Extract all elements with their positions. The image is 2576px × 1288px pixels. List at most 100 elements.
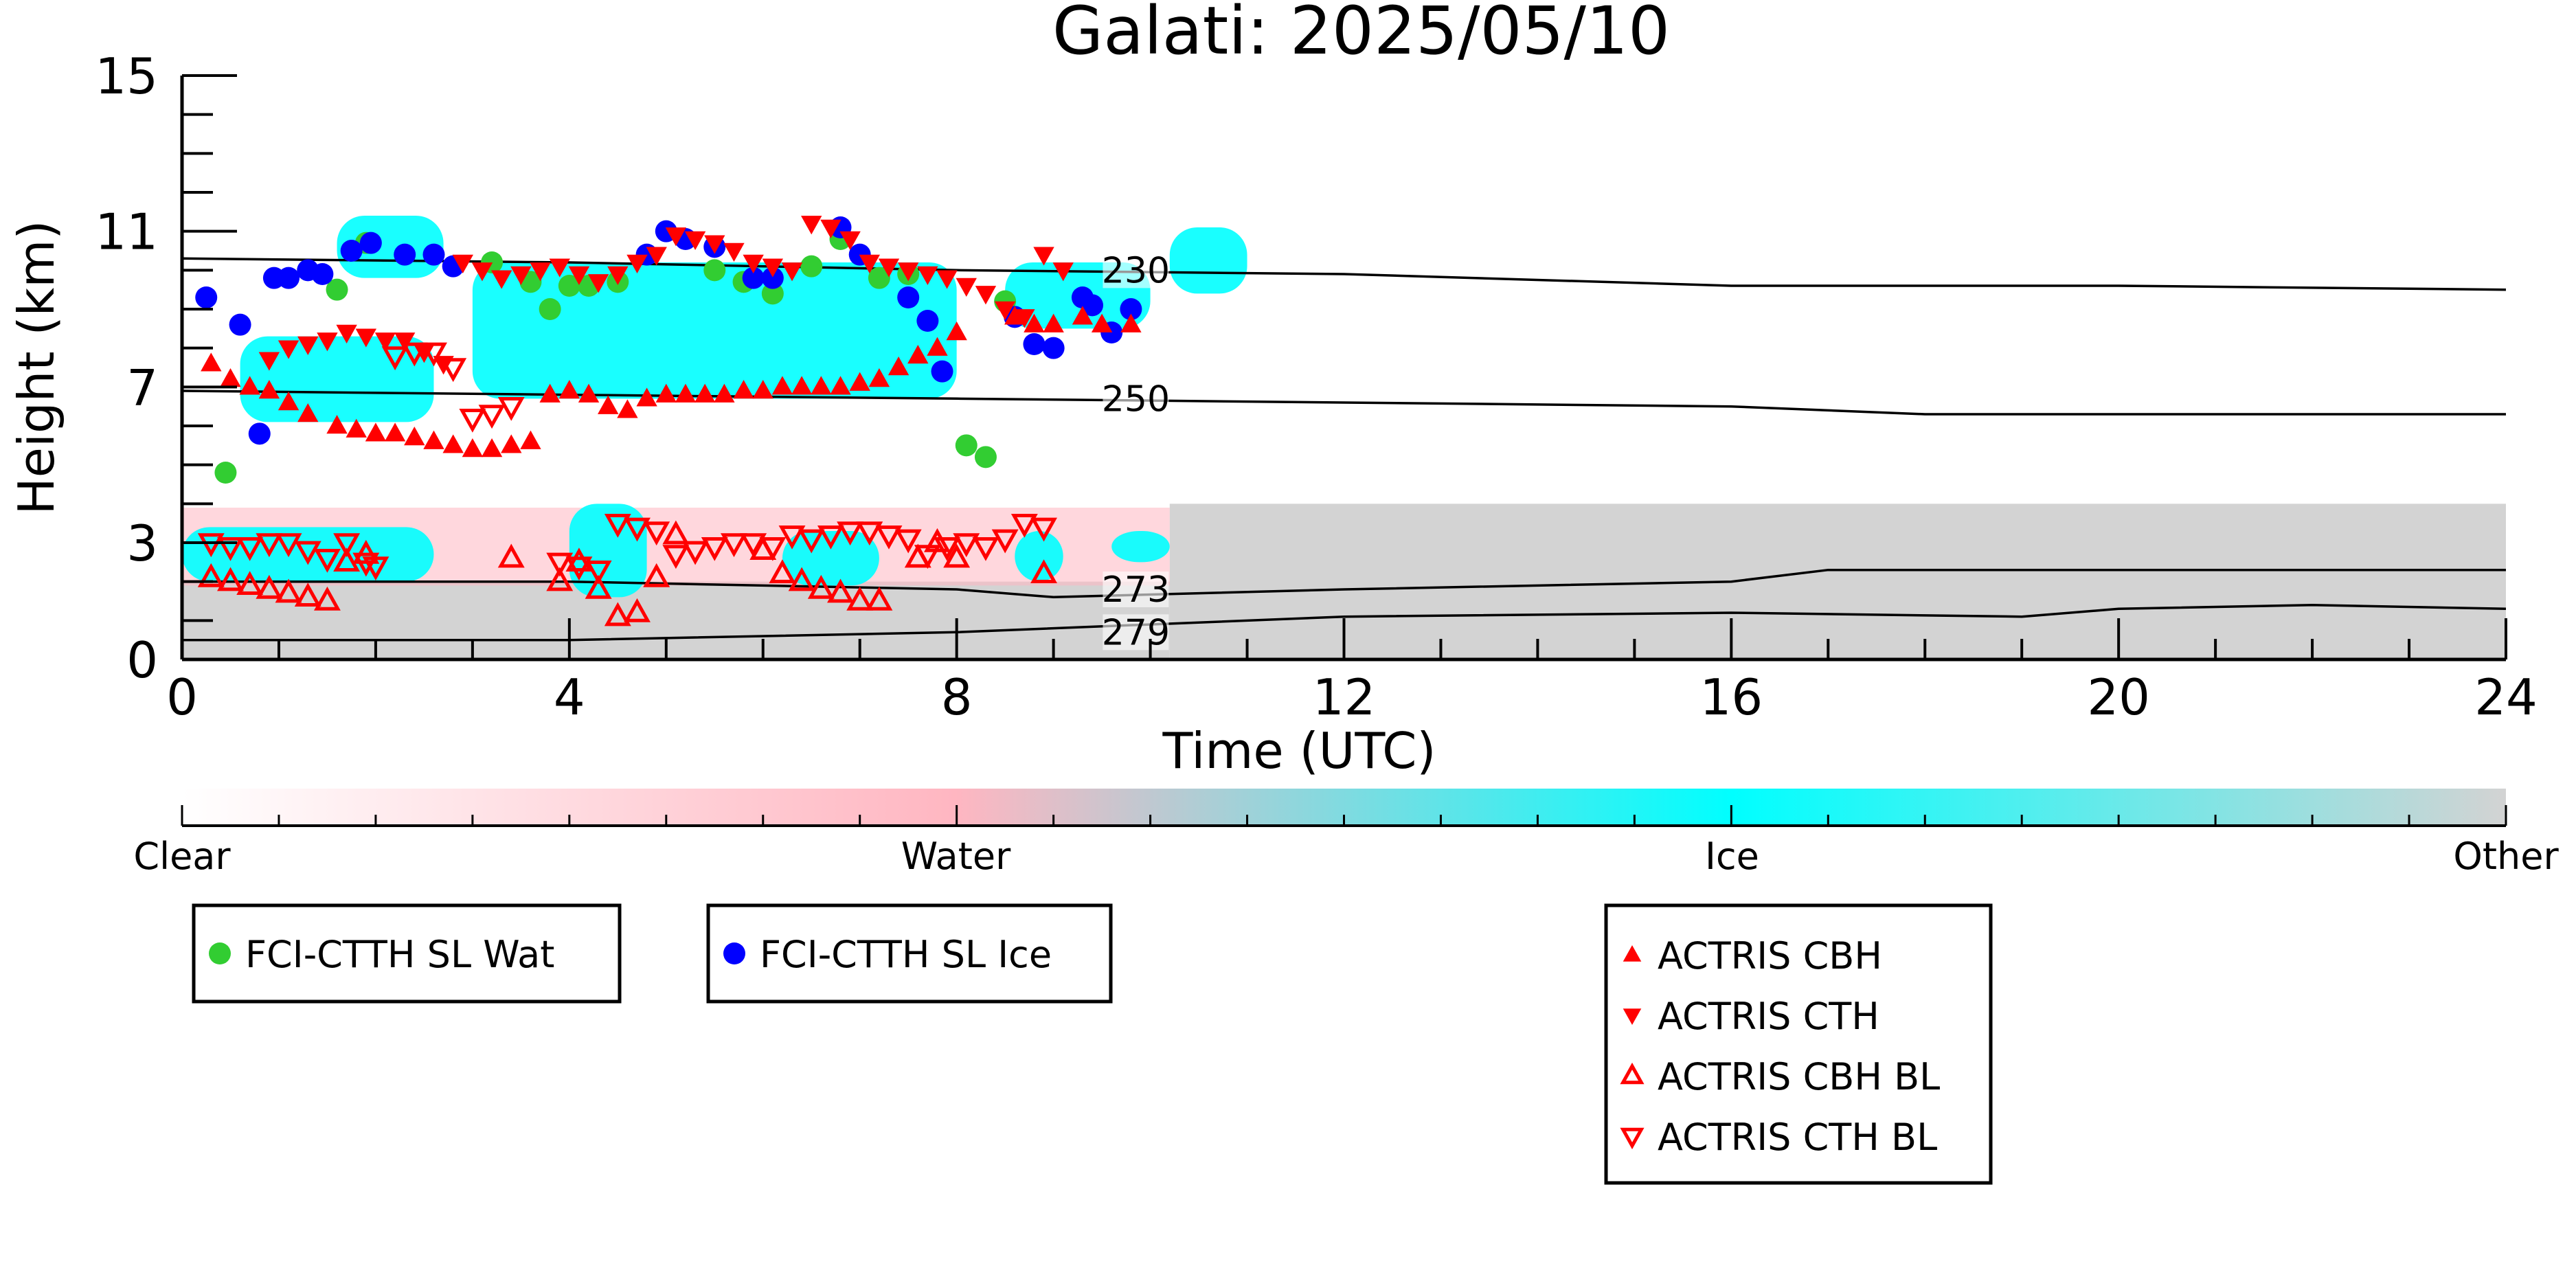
legend-marker <box>1620 1062 1645 1085</box>
data-point <box>585 560 612 585</box>
data-point <box>655 383 677 403</box>
data-point <box>501 434 522 453</box>
data-point <box>859 254 881 273</box>
y-tick-label: 7 <box>126 359 158 416</box>
y-tick-label: 11 <box>95 203 158 261</box>
data-point <box>1091 313 1113 332</box>
data-point <box>955 434 978 457</box>
data-point <box>384 422 406 442</box>
data-point <box>643 563 670 587</box>
colorbar-label: Ice <box>1705 835 1759 878</box>
data-point <box>662 545 690 569</box>
data-point <box>220 368 241 387</box>
isotherm-label-bg <box>1103 252 1169 289</box>
data-point <box>704 235 725 254</box>
data-point <box>539 383 561 403</box>
isotherm-label: 279 <box>1102 612 1170 653</box>
data-point <box>1072 306 1094 325</box>
data-point <box>607 266 629 285</box>
data-point <box>931 360 953 383</box>
data-point <box>972 536 999 561</box>
data-point <box>313 586 341 611</box>
data-point <box>624 598 651 622</box>
data-point <box>381 346 409 371</box>
data-point <box>875 525 903 550</box>
data-point <box>549 258 570 278</box>
data-point <box>195 286 218 308</box>
data-point <box>422 243 445 266</box>
y-tick-label: 15 <box>95 47 158 105</box>
retrieval-markers <box>195 216 1142 626</box>
data-point <box>934 536 961 561</box>
data-point <box>624 517 651 542</box>
data-point <box>197 533 225 558</box>
data-point <box>326 278 348 301</box>
data-point <box>742 267 765 289</box>
data-point <box>239 376 260 395</box>
data-point <box>317 332 338 352</box>
data-point <box>626 254 648 273</box>
legend-marker <box>1623 945 1642 962</box>
cloud-region-ice <box>1111 531 1170 563</box>
data-point <box>868 368 890 387</box>
data-point <box>646 247 667 266</box>
data-point <box>830 376 851 395</box>
data-point <box>256 533 283 558</box>
data-point <box>394 332 416 352</box>
colorbar-label: Other <box>2453 835 2559 878</box>
data-point <box>297 336 319 355</box>
data-point <box>414 344 435 363</box>
x-tick-label: 16 <box>1700 668 1763 726</box>
data-point <box>404 427 425 446</box>
data-point <box>258 380 280 399</box>
data-point <box>1024 313 1045 332</box>
data-point <box>313 548 341 573</box>
data-point <box>953 533 980 558</box>
data-point <box>617 399 638 418</box>
x-tick-label: 8 <box>941 668 973 726</box>
x-tick-label: 24 <box>2474 668 2538 726</box>
colorbar-label: Clear <box>133 835 231 878</box>
data-point <box>868 267 890 289</box>
data-point <box>946 321 967 341</box>
data-point <box>936 270 958 289</box>
data-point <box>675 383 697 403</box>
isotherm-label: 230 <box>1102 250 1170 291</box>
data-point <box>1030 517 1057 542</box>
cloud-region-other <box>182 581 1170 659</box>
data-point <box>340 240 363 262</box>
legend-box <box>1604 903 1993 1185</box>
data-point <box>311 263 334 285</box>
data-point <box>894 529 922 554</box>
data-point <box>497 396 525 421</box>
data-point <box>459 408 486 433</box>
data-point <box>1023 333 1046 355</box>
data-point <box>362 556 389 581</box>
data-point <box>585 574 612 599</box>
data-point <box>420 342 447 367</box>
data-point <box>897 286 920 308</box>
data-point <box>294 583 321 607</box>
data-point <box>374 332 396 352</box>
data-point <box>956 278 977 297</box>
data-point <box>1033 247 1054 266</box>
cloud-region-ice <box>1015 531 1063 582</box>
data-point <box>878 258 900 278</box>
data-point <box>539 298 561 320</box>
cloud-region-ice <box>1169 227 1247 294</box>
data-point <box>440 358 467 383</box>
data-point <box>1120 313 1142 332</box>
data-point <box>1081 294 1104 317</box>
data-point <box>275 578 302 603</box>
data-point <box>856 521 883 546</box>
data-point <box>256 574 283 599</box>
data-point <box>771 376 793 395</box>
data-point <box>1042 337 1065 359</box>
data-point <box>723 242 745 262</box>
data-point <box>510 266 532 285</box>
legend-label: ACTRIS CBH <box>1658 934 1882 978</box>
data-point <box>714 383 735 403</box>
x-axis-label: Time (UTC) <box>1162 722 1436 780</box>
